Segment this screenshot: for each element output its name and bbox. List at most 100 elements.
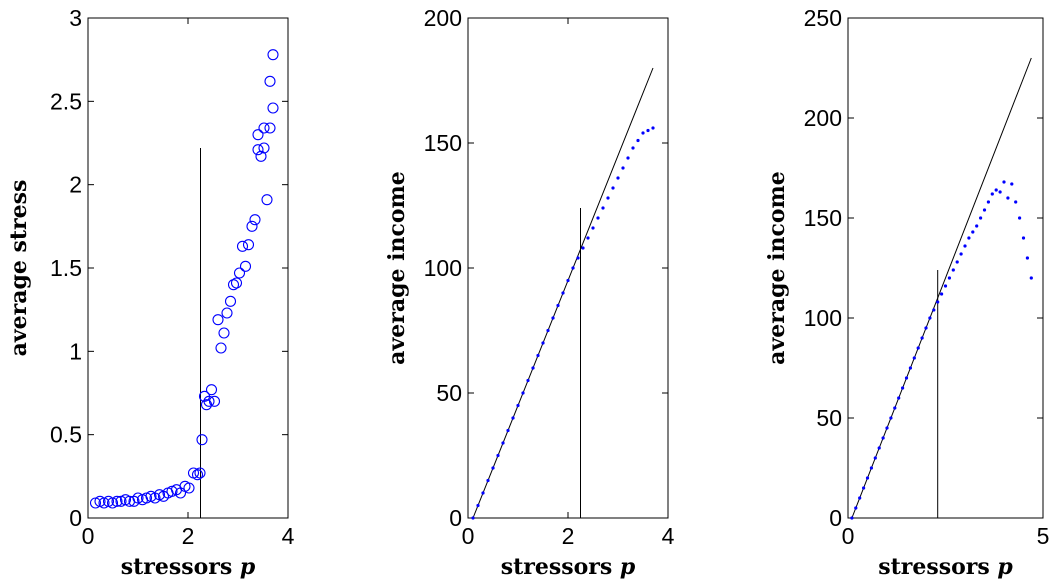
data-point bbox=[912, 356, 916, 360]
data-point bbox=[1029, 276, 1033, 280]
data-point bbox=[264, 75, 276, 87]
data-point bbox=[862, 486, 866, 490]
x-tick-label: 2 bbox=[182, 523, 195, 549]
data-point bbox=[869, 466, 874, 470]
data-point bbox=[481, 491, 485, 495]
data-point bbox=[877, 446, 881, 450]
x-tick-label: 0 bbox=[462, 523, 475, 549]
y-tick-label: 2.5 bbox=[50, 88, 82, 114]
data-point bbox=[224, 295, 237, 307]
y-tick-label: 100 bbox=[424, 255, 462, 281]
data-point bbox=[990, 192, 994, 196]
data-point bbox=[208, 395, 221, 407]
data-point bbox=[586, 236, 590, 240]
data-point bbox=[258, 122, 270, 134]
data-point bbox=[556, 303, 560, 308]
data-point bbox=[128, 495, 140, 507]
data-point bbox=[865, 476, 870, 480]
data-point bbox=[541, 341, 545, 345]
data-point bbox=[191, 469, 204, 481]
y-tick-label: 200 bbox=[424, 5, 462, 31]
data-point bbox=[140, 492, 153, 504]
data-point bbox=[920, 336, 924, 340]
data-point bbox=[576, 256, 580, 260]
data-point bbox=[267, 49, 279, 61]
data-point bbox=[496, 453, 500, 458]
y-tick-label: 50 bbox=[816, 405, 842, 431]
x-tick-label: 5 bbox=[1037, 523, 1050, 549]
x-axis-label: stressors p bbox=[121, 554, 256, 580]
data-point bbox=[1025, 256, 1029, 260]
data-point bbox=[132, 492, 144, 504]
data-point bbox=[239, 260, 252, 272]
data-point bbox=[631, 146, 635, 150]
data-point bbox=[258, 142, 270, 154]
data-point bbox=[606, 196, 610, 200]
data-point bbox=[252, 129, 264, 141]
data-point bbox=[98, 497, 110, 509]
data-point bbox=[194, 467, 206, 479]
data-point bbox=[561, 291, 565, 295]
data-point bbox=[854, 506, 858, 510]
y-tick-label: 2 bbox=[69, 172, 82, 198]
reference-line bbox=[851, 57, 1032, 519]
data-point bbox=[850, 516, 854, 520]
data-point bbox=[858, 496, 862, 500]
data-point bbox=[626, 156, 630, 160]
y-axis-label: average stress bbox=[6, 180, 32, 357]
data-point bbox=[546, 328, 550, 333]
chart-panel-income-1: 0 50 100 150 200 0 2 4 stressors p average income bbox=[384, 5, 675, 580]
data-point bbox=[951, 268, 955, 272]
data-point bbox=[516, 403, 520, 408]
data-point bbox=[897, 396, 901, 400]
data-point bbox=[203, 395, 215, 407]
x-tick-label: 0 bbox=[82, 523, 95, 549]
data-point bbox=[893, 406, 897, 410]
data-point bbox=[212, 314, 224, 326]
data-point bbox=[526, 378, 530, 383]
data-point bbox=[881, 436, 885, 440]
data-point bbox=[471, 516, 475, 520]
data-point bbox=[982, 208, 987, 212]
data-point bbox=[591, 226, 595, 230]
data-point bbox=[1018, 216, 1022, 220]
data-point bbox=[536, 353, 540, 358]
data-point bbox=[636, 138, 640, 143]
data-point bbox=[115, 495, 127, 507]
plot-frame bbox=[87, 17, 289, 519]
data-point bbox=[928, 316, 932, 320]
data-point bbox=[932, 308, 936, 312]
data-point bbox=[908, 366, 913, 370]
chart-panel-stress: 0 0.5 1 1.5 2 2.5 3 0 2 4 stressors p average stres… bbox=[6, 5, 295, 580]
data-point bbox=[230, 277, 243, 289]
data-point bbox=[111, 495, 123, 507]
data-point bbox=[947, 276, 952, 280]
data-point bbox=[571, 266, 575, 270]
data-point bbox=[646, 128, 650, 133]
data-point bbox=[89, 497, 102, 509]
data-point bbox=[246, 220, 258, 232]
data-point bbox=[1002, 180, 1006, 184]
data-point bbox=[943, 284, 948, 288]
data-point bbox=[967, 236, 971, 240]
data-point bbox=[551, 316, 555, 320]
y-tick-label: 3 bbox=[69, 5, 82, 31]
data-point bbox=[1014, 200, 1018, 204]
data-point bbox=[501, 441, 505, 445]
data-point bbox=[581, 246, 585, 250]
y-tick-label: 250 bbox=[804, 5, 842, 31]
data-point bbox=[998, 190, 1002, 194]
data-point bbox=[596, 216, 600, 220]
x-axis-label: stressors p bbox=[878, 554, 1013, 580]
data-point bbox=[994, 188, 998, 192]
x-tick-label: 4 bbox=[282, 523, 295, 549]
y-tick-label: 0 bbox=[829, 505, 842, 531]
data-point bbox=[601, 206, 605, 210]
data-point bbox=[486, 478, 490, 483]
data-point bbox=[233, 267, 246, 279]
data-point bbox=[873, 456, 877, 460]
y-tick-label: 0 bbox=[449, 505, 462, 531]
data-point bbox=[986, 200, 991, 204]
data-point bbox=[106, 497, 119, 509]
data-point bbox=[218, 327, 230, 339]
